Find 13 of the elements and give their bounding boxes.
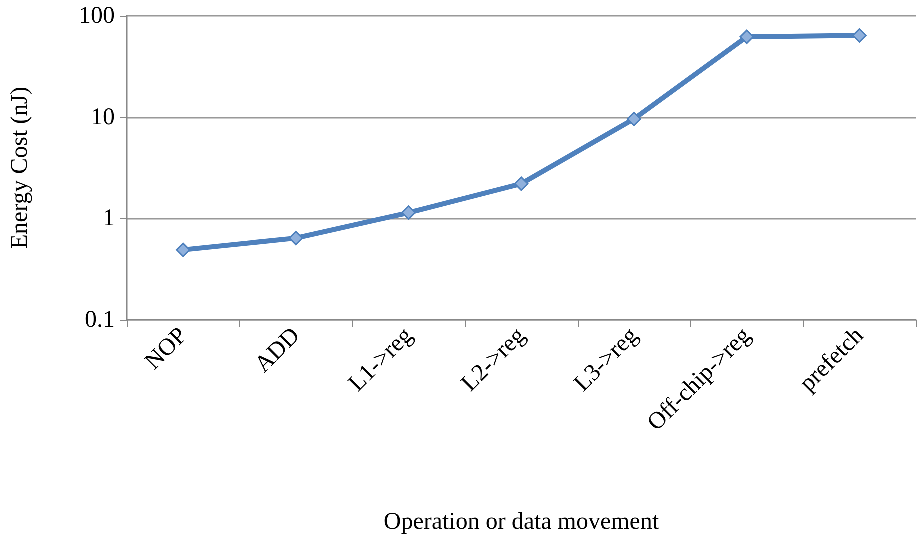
y-axis-title: Energy Cost (nJ): [7, 86, 33, 250]
point: [176, 242, 191, 258]
point: [288, 231, 304, 246]
point: [626, 112, 642, 126]
y-tick-label: 0.1: [85, 307, 115, 333]
y-tick-label: 100: [79, 3, 115, 29]
x-axis-title: Operation or data movement: [384, 509, 660, 535]
point: [740, 30, 754, 44]
y-tick-label: 1: [103, 206, 115, 232]
y-tick-label: 10: [91, 104, 115, 130]
point: [852, 28, 867, 43]
point: [514, 176, 529, 192]
point: [402, 206, 416, 220]
